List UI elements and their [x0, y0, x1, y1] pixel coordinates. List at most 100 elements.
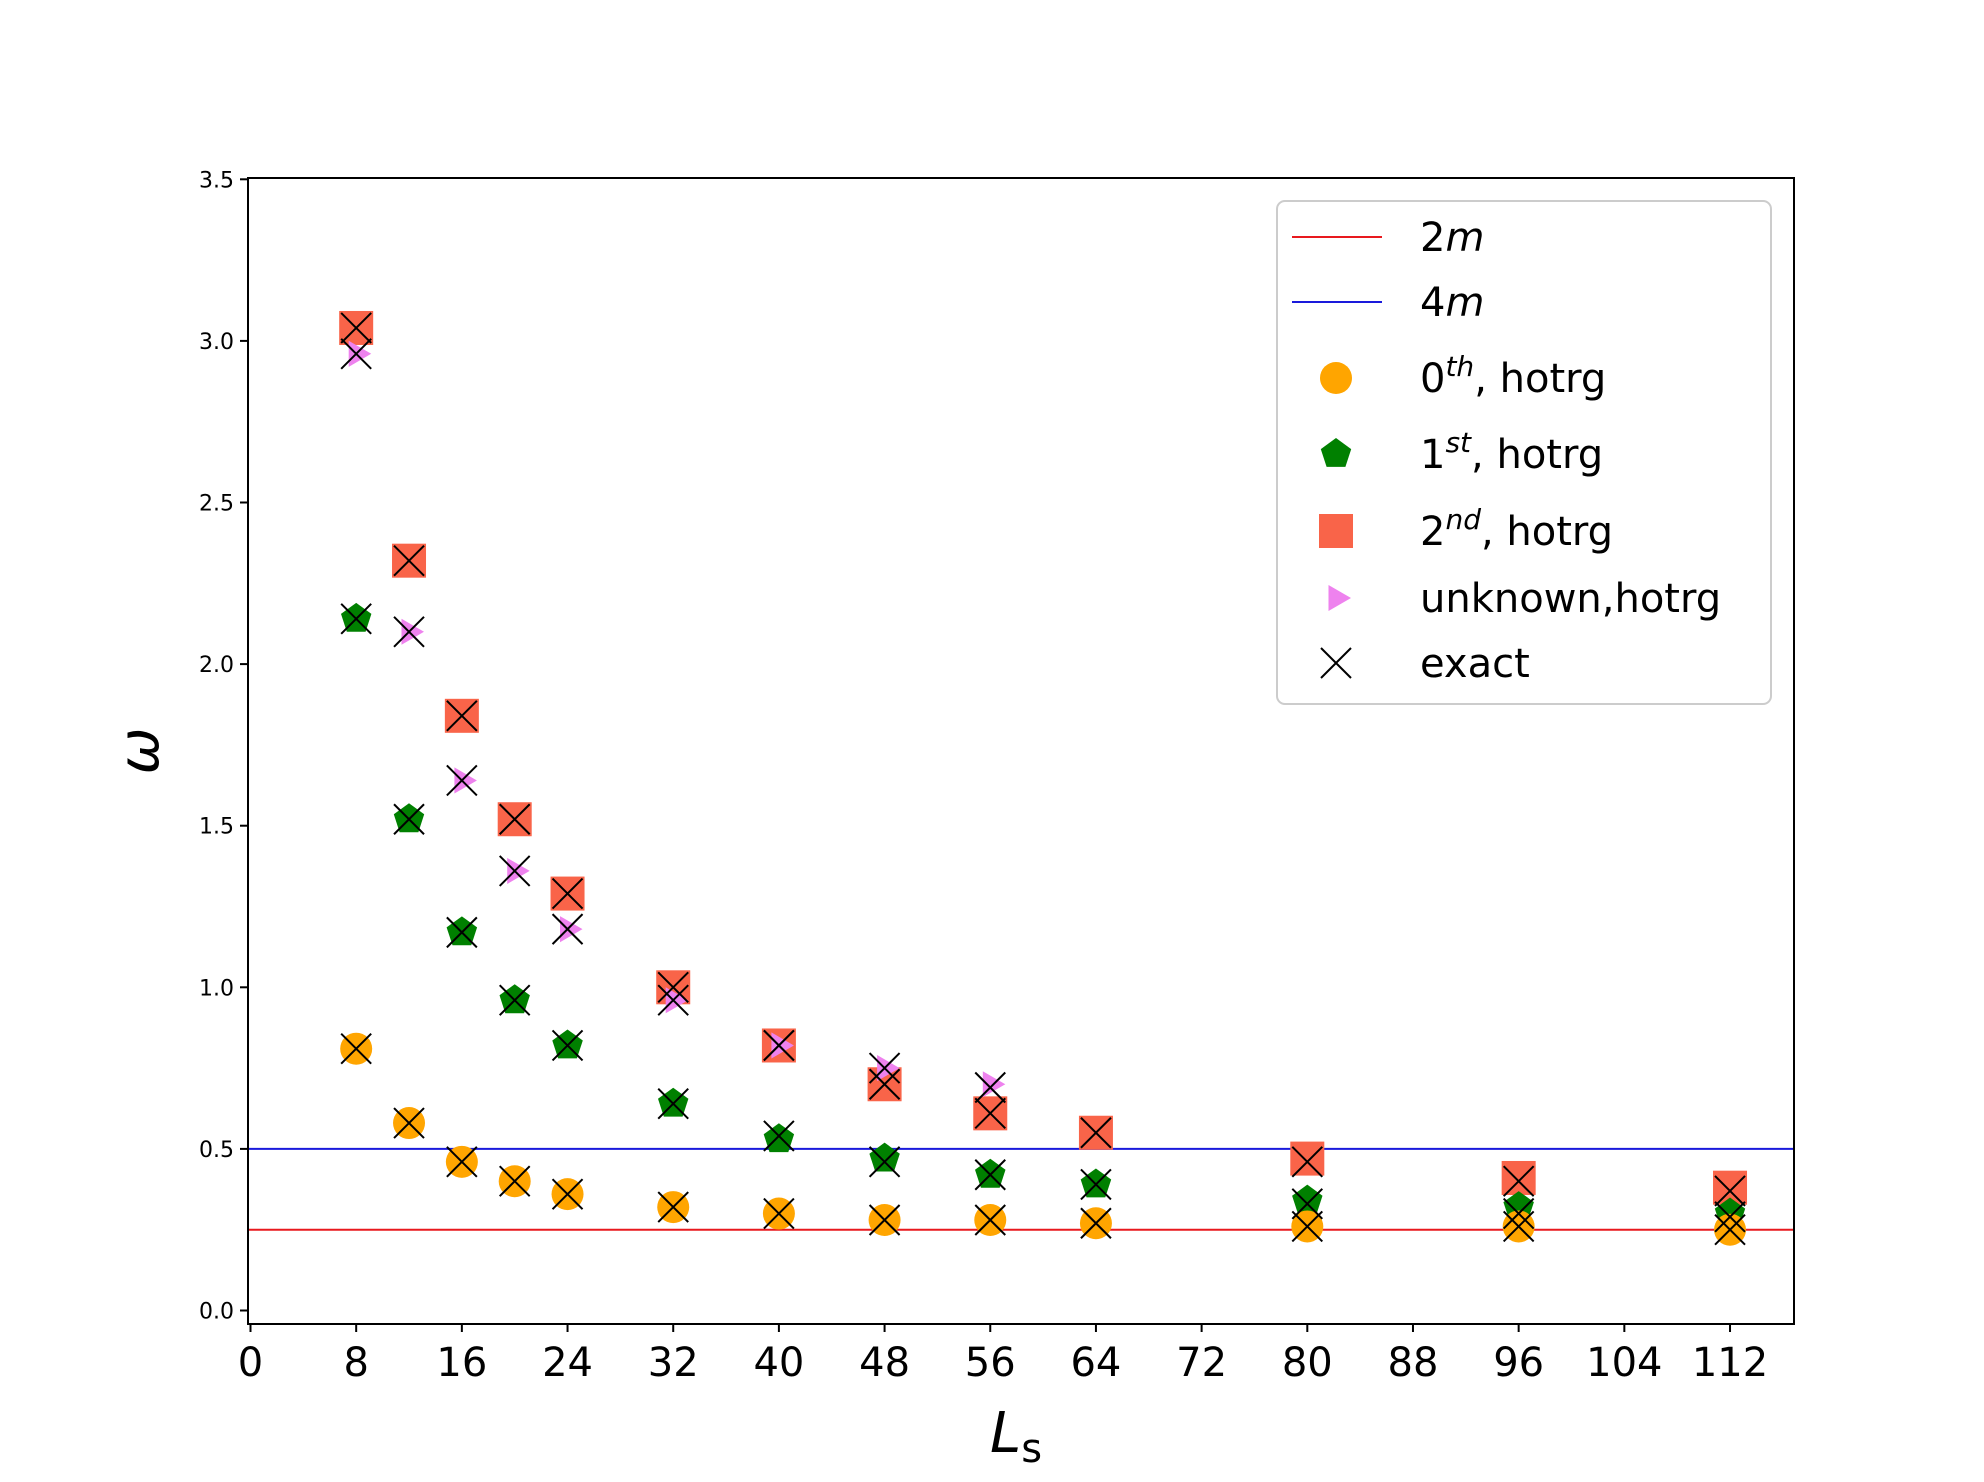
point-2nd-hotrg — [1290, 1141, 1325, 1176]
point-unknown-hotrg — [771, 1032, 794, 1059]
point-exact — [551, 877, 584, 910]
point-unknown-hotrg — [401, 618, 424, 645]
point-exact — [763, 1197, 795, 1230]
legend-label-2nd-hotrg: 2nd, hotrg — [1420, 503, 1613, 555]
legend-label-exact: exact — [1420, 641, 1530, 687]
point-exact — [498, 984, 531, 1016]
legend-label-4m: 4m — [1420, 280, 1484, 326]
x-tick-label: 72 — [1176, 1340, 1227, 1386]
point-exact — [340, 312, 372, 344]
point-exact — [657, 971, 689, 1004]
point-exact — [340, 603, 372, 635]
legend-label-unknown-hotrg: unknown,hotrg — [1420, 576, 1721, 622]
y-axis: 0.0 0.5 1.0 1.5 2.0 2.5 3.0 3.5 — [199, 168, 248, 1325]
legend-label-0th-hotrg: 0th, hotrg — [1420, 350, 1606, 402]
point-1st-hotrg — [1292, 1184, 1323, 1214]
point-exact — [551, 1178, 584, 1210]
x-tick-label: 80 — [1282, 1340, 1333, 1386]
point-exact — [1080, 1207, 1112, 1239]
plot-frame — [247, 177, 1795, 1325]
point-exact — [868, 1052, 901, 1084]
point-exact — [1291, 1210, 1324, 1243]
point-exact — [1502, 1197, 1535, 1230]
y-tick-label: 0.0 — [199, 1300, 234, 1325]
y-tick-label: 0.5 — [199, 1138, 234, 1163]
legend-marker-1st-hotrg — [1320, 438, 1352, 467]
point-unknown-hotrg — [560, 916, 583, 943]
point-exact — [1080, 1168, 1112, 1201]
point-exact — [763, 1120, 795, 1152]
y-tick-label: 3.0 — [199, 330, 234, 355]
y-tick-label: 3.5 — [199, 168, 234, 193]
x-tick-label: 32 — [648, 1340, 699, 1386]
point-exact — [868, 1146, 901, 1178]
y-axis-label: ω — [107, 728, 172, 775]
point-exact — [498, 855, 531, 887]
data-points — [339, 310, 1748, 1246]
x-tick-label: 24 — [542, 1340, 593, 1386]
y-tick-label: 1.5 — [199, 815, 234, 840]
y-tick-label: 1.0 — [199, 976, 234, 1001]
point-exact — [1080, 1117, 1112, 1149]
legend-marker-exact — [1320, 647, 1352, 679]
point-exact — [446, 1146, 478, 1178]
point-exact — [974, 1071, 1006, 1104]
point-exact — [1291, 1188, 1324, 1220]
point-exact — [1502, 1165, 1535, 1197]
x-axis: 0 8 16 24 32 40 48 56 64 72 80 88 96 104 112 — [238, 1324, 1768, 1386]
point-exact — [974, 1204, 1006, 1236]
x-tick-label: 104 — [1586, 1340, 1662, 1386]
point-exact — [446, 916, 478, 949]
legend-marker-unknown-hotrg — [1328, 585, 1351, 611]
point-unknown-hotrg — [877, 1055, 900, 1082]
point-exact — [763, 1029, 795, 1062]
x-tick-label: 0 — [238, 1340, 263, 1386]
point-exact — [974, 1159, 1006, 1191]
x-tick-label: 8 — [343, 1340, 368, 1386]
point-exact — [1714, 1213, 1746, 1246]
point-1st-hotrg — [869, 1142, 900, 1172]
point-exact — [657, 1087, 689, 1120]
x-tick-label: 96 — [1493, 1340, 1544, 1386]
legend-label-2m: 2m — [1420, 215, 1484, 261]
point-exact — [1291, 1146, 1324, 1178]
legend-box — [1276, 200, 1772, 705]
point-unknown-hotrg — [454, 767, 477, 794]
point-exact — [1714, 1201, 1746, 1233]
point-exact — [657, 984, 689, 1016]
x-tick-label: 56 — [965, 1340, 1016, 1386]
reference-lines — [248, 1147, 1794, 1231]
point-exact — [551, 913, 584, 945]
point-unknown-hotrg — [348, 340, 372, 367]
legend-marker-0th-hotrg — [1320, 362, 1352, 394]
point-unknown-hotrg — [665, 987, 689, 1014]
point-exact — [1502, 1210, 1535, 1243]
point-exact — [393, 803, 425, 835]
point-exact — [340, 338, 372, 370]
x-tick-label: 64 — [1070, 1340, 1121, 1386]
point-exact — [393, 544, 425, 577]
x-tick-label: 88 — [1388, 1340, 1439, 1386]
x-tick-label: 48 — [859, 1340, 910, 1386]
point-unknown-hotrg — [507, 857, 530, 884]
point-exact — [498, 1165, 531, 1197]
point-exact — [498, 803, 531, 835]
point-2nd-hotrg — [1501, 1160, 1536, 1195]
x-tick-label: 112 — [1692, 1340, 1768, 1386]
y-tick-label: 2.5 — [199, 492, 234, 517]
point-exact — [393, 1107, 425, 1139]
y-tick-label: 2.0 — [199, 653, 234, 678]
point-exact — [446, 764, 478, 797]
legend-marker-2nd-hotrg — [1319, 514, 1353, 548]
x-axis-label: Ls — [990, 1401, 1042, 1472]
legend: 2m 4m 0th, hotrg 1st, hotrg 2nd, hotrg unknow… — [1276, 200, 1772, 705]
point-exact — [974, 1097, 1006, 1130]
point-exact — [340, 1033, 372, 1065]
x-tick-label: 16 — [436, 1340, 487, 1386]
point-exact — [868, 1204, 901, 1236]
point-exact — [868, 1068, 901, 1100]
point-exact — [657, 1191, 689, 1223]
point-exact — [551, 1029, 584, 1062]
point-exact — [393, 616, 425, 648]
